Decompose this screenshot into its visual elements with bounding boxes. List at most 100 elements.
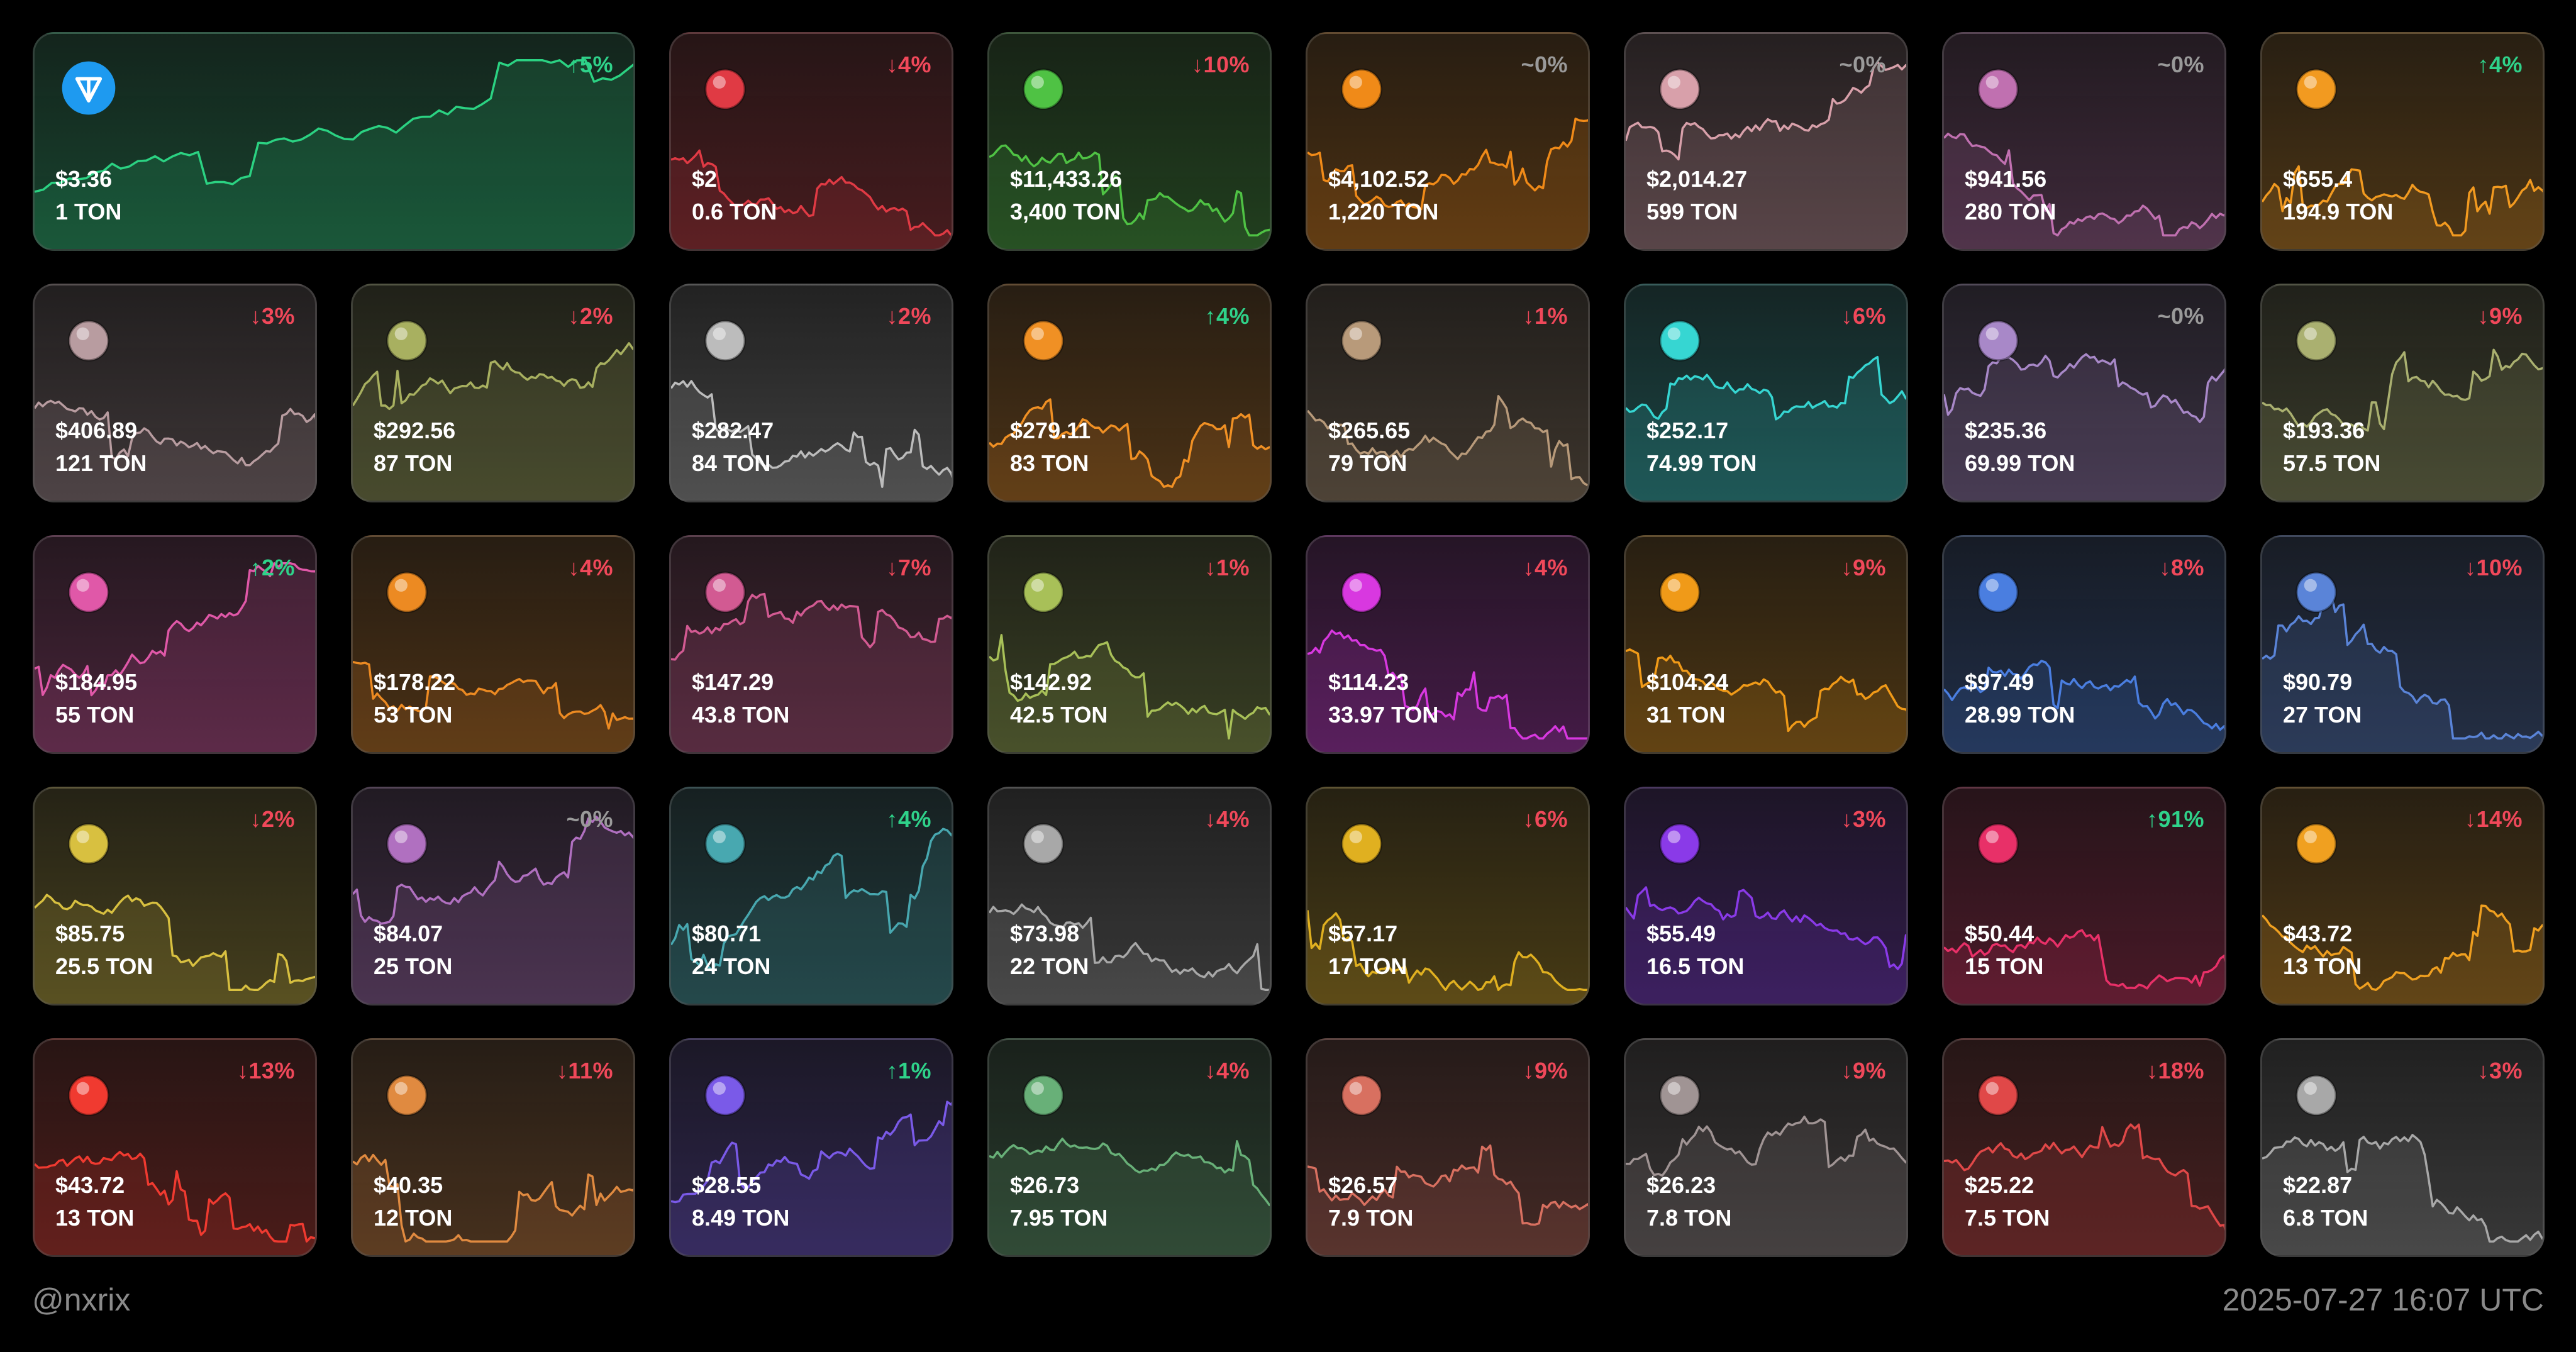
change-percent: ↑91% [2146,806,2204,832]
price-chart [1944,929,2224,1004]
usd-price: $235.36 [1965,418,2047,443]
teddy-bear-icon [1658,823,1701,865]
change-percent: ↓18% [2146,1058,2204,1083]
gift-card[interactable]: ~0% $941.56 280 TON [1942,32,2226,251]
gift-card[interactable]: ↓2% $85.75 25.5 TON [33,787,317,1006]
gift-card[interactable]: ↓1% $265.65 79 TON [1306,284,1590,502]
price-area [35,1151,315,1255]
price-chart [35,399,315,501]
price-line [671,149,952,236]
gift-card[interactable]: ↓2% $282.47 84 TON [669,284,953,502]
change-percent: ~0% [2157,52,2204,77]
gift-card[interactable]: ↑4% $279.11 83 TON [987,284,1272,502]
gift-card[interactable]: ↓18% $25.22 7.5 TON [1942,1038,2226,1257]
gift-card[interactable]: ↓10% $11,433.26 3,400 TON [987,32,1272,251]
change-percent: ↓9% [1841,555,1886,580]
ton-price: 55 TON [55,702,135,728]
change-percent: ↓2% [568,303,613,329]
gift-card[interactable]: ↓9% $193.36 57.5 TON [2260,284,2545,502]
change-percent: ↓10% [1191,52,1250,77]
gift-card[interactable]: ~0% $4,102.52 1,220 TON [1306,32,1590,251]
gift-card[interactable]: ↓4% $178.22 53 TON [351,535,635,754]
gift-card[interactable]: ↓1% $142.92 42.5 TON [987,535,1272,754]
ton-price: 0.6 TON [692,199,777,224]
change-percent: ~0% [1521,52,1568,77]
price-area [1626,649,1906,752]
price-area [353,662,633,752]
price-area [2262,594,2543,752]
price-chart [1307,629,1588,752]
gift-card[interactable]: ↓10% $90.79 27 TON [2260,535,2545,754]
gift-card[interactable]: ↓4% $114.23 33.97 TON [1306,535,1590,754]
price-line [989,144,1270,236]
price-area [353,816,633,1004]
gift-card[interactable]: ↓6% $252.17 74.99 TON [1624,284,1908,502]
price-area [1307,630,1588,752]
ton-price: 24 TON [692,953,771,979]
gift-card[interactable]: ↓3% $55.49 16.5 TON [1624,787,1908,1006]
price-line [1307,910,1588,991]
gift-price-grid: ↑5% $3.36 1 TON ↓4% $2 0.6 TON ↓10% $11,433.26 3… [33,32,2545,1257]
price-line [35,562,315,697]
price-line [1626,61,1906,161]
gift-card[interactable]: ↓2% $292.56 87 TON [351,284,635,502]
gift-card[interactable]: ↓9% $26.23 7.8 TON [1624,1038,1908,1257]
gift-card[interactable]: ↑4% $80.71 24 TON [669,787,953,1006]
gift-card[interactable]: ~0% $235.36 69.99 TON [1942,284,2226,502]
usd-price: $104.24 [1646,669,1729,695]
price-chart [353,660,633,752]
ring-box-icon [1340,823,1383,865]
gift-card[interactable]: ↓6% $57.17 17 TON [1306,787,1590,1006]
usd-price: $2 [692,166,718,192]
author-handle: @nxrix [32,1282,131,1317]
usd-price: $57.17 [1328,921,1398,946]
gift-card[interactable]: ↓4% $73.98 22 TON [987,787,1272,1006]
gift-card[interactable]: ↓7% $147.29 43.8 TON [669,535,953,754]
usd-price: $406.89 [55,418,138,443]
price-line [1944,353,2224,423]
price-chart [1944,132,2224,249]
usd-price: $73.98 [1010,921,1080,946]
change-percent: ↓9% [1841,1058,1886,1083]
gift-card[interactable]: ↓4% $26.73 7.95 TON [987,1038,1272,1257]
usd-price: $84.07 [374,921,443,946]
gift-card[interactable]: ↓9% $26.57 7.9 TON [1306,1038,1590,1257]
change-percent: ~0% [2157,303,2204,329]
change-percent: ~0% [566,806,613,832]
price-chart [1626,1116,1906,1255]
gift-card[interactable]: ↓8% $97.49 28.99 TON [1942,535,2226,754]
price-line [2262,165,2543,236]
change-percent: ↓3% [250,303,295,329]
gift-card[interactable]: ↑91% $50.44 15 TON [1942,787,2226,1006]
change-percent: ↓4% [568,555,613,580]
gift-card[interactable]: ↓4% $2 0.6 TON [669,32,953,251]
lips-icon [1340,571,1383,613]
pumpkin-icon [2295,823,2338,865]
gift-card[interactable]: ↑2% $184.95 55 TON [33,535,317,754]
gift-card[interactable]: ↓9% $104.24 31 TON [1624,535,1908,754]
gift-card[interactable]: ↓3% $22.87 6.8 TON [2260,1038,2545,1257]
gift-card[interactable]: ↓3% $406.89 121 TON [33,284,317,502]
gift-card[interactable]: ↓11% $40.35 12 TON [351,1038,635,1257]
lock-icon [704,68,747,110]
price-line [2262,904,2543,991]
price-line [2262,348,2543,432]
price-area [1307,118,1588,249]
timestamp: 2025-07-27 16:07 UTC [2222,1282,2544,1317]
price-area [1944,133,2224,249]
price-line [353,816,633,925]
price-area [2262,166,2543,249]
gift-card[interactable]: ~0% $84.07 25 TON [351,787,635,1006]
gift-card[interactable]: ~0% $2,014.27 599 TON [1624,32,1908,251]
change-percent: ↓6% [1523,806,1568,832]
ton-price: 6.8 TON [2283,1205,2368,1231]
gift-card[interactable]: ↓13% $43.72 13 TON [33,1038,317,1257]
usd-price: $147.29 [692,669,774,695]
ton-price: 7.95 TON [1010,1205,1108,1231]
gift-card[interactable]: ↑1% $28.55 8.49 TON [669,1038,953,1257]
gift-card[interactable]: ↑5% $3.36 1 TON [33,32,635,251]
gift-card[interactable]: ↓14% $43.72 13 TON [2260,787,2545,1006]
skull-mask-icon [2295,1074,2338,1116]
ton-price: 3,400 TON [1010,199,1121,224]
gift-card[interactable]: ↑4% $655.4 194.9 TON [2260,32,2545,251]
